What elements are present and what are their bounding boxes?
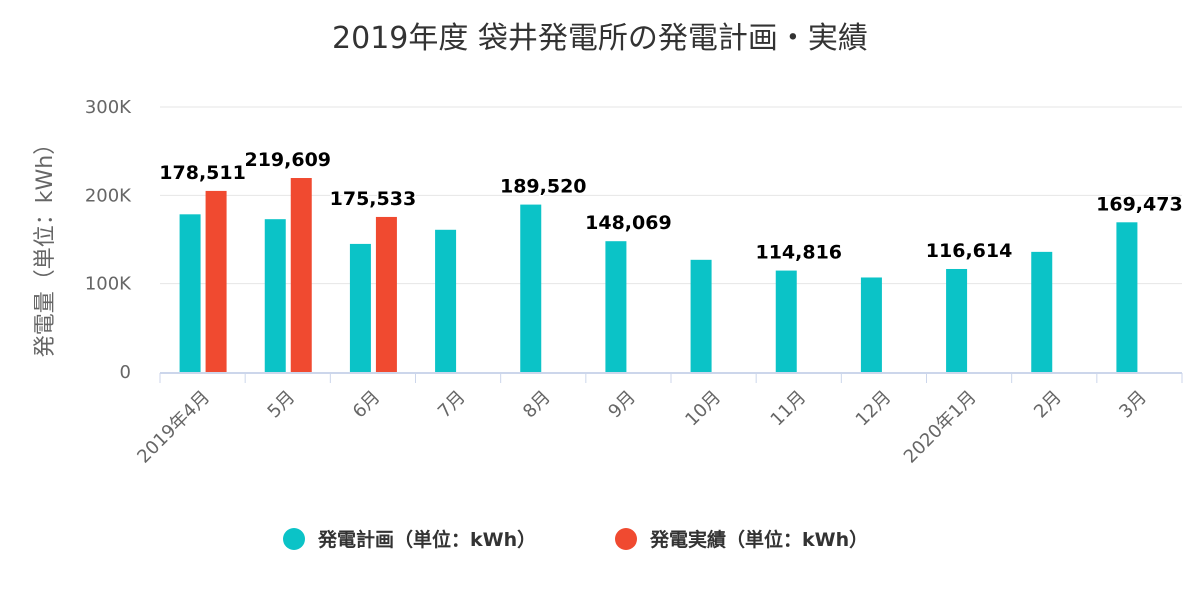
y-tick-label: 100K (85, 274, 132, 295)
legend-marker[interactable] (615, 528, 637, 550)
bars (179, 178, 1138, 372)
x-tick-label: 3月 (1115, 387, 1151, 423)
bar[interactable] (205, 190, 227, 372)
bar[interactable] (264, 219, 286, 372)
legend-label[interactable]: 発電計画（単位：kWh） (317, 528, 536, 551)
x-axis: 2019年4月 5月 6月 7月 8月 9月 10月 11月 12月 2020年1月 2月 3月 (133, 372, 1183, 468)
bar[interactable] (605, 241, 627, 372)
x-tick-label: 5月 (264, 387, 300, 423)
data-label: 219,609 (244, 149, 331, 171)
bar[interactable] (520, 204, 542, 372)
bar[interactable] (375, 216, 397, 372)
bar[interactable] (690, 259, 712, 372)
x-tick-label: 11月 (767, 387, 811, 431)
y-axis-label: 発電量（単位：kWh） (33, 133, 58, 357)
bar[interactable] (1116, 222, 1138, 372)
bar[interactable] (179, 214, 201, 372)
bar[interactable] (946, 268, 968, 372)
legend-marker[interactable] (283, 528, 305, 550)
data-label: 178,511 (159, 162, 246, 184)
grid (160, 106, 1182, 285)
x-tick-label: 2020年1月 (900, 387, 981, 468)
data-label: 148,069 (585, 212, 672, 234)
data-label: 175,533 (330, 188, 417, 210)
x-tick-label: 12月 (852, 387, 896, 431)
y-tick-label: 0 (120, 362, 131, 383)
bar[interactable] (1031, 251, 1053, 372)
bar[interactable] (860, 277, 882, 372)
y-axis-ticks: 0 100K 200K 300K (85, 97, 132, 383)
x-tick-label: 6月 (349, 387, 385, 423)
data-label: 116,614 (926, 240, 1013, 262)
x-tick-label: 8月 (519, 387, 555, 423)
data-label: 169,473 (1096, 193, 1183, 215)
x-tick-label: 10月 (681, 387, 725, 431)
data-label: 114,816 (755, 242, 842, 264)
x-tick-label: 2月 (1030, 387, 1066, 423)
bar[interactable] (290, 178, 312, 372)
bar[interactable] (349, 243, 371, 372)
x-tick-label: 7月 (434, 387, 470, 423)
data-label: 189,520 (500, 176, 587, 198)
bar[interactable] (435, 229, 457, 372)
y-tick-label: 300K (85, 97, 132, 118)
bar[interactable] (775, 270, 797, 372)
chart-title: 2019年度 袋井発電所の発電計画・実績 (332, 21, 868, 56)
legend[interactable]: 発電計画（単位：kWh） 発電実績（単位：kWh） (283, 528, 868, 551)
x-tick-label: 2019年4月 (133, 387, 214, 468)
x-tick-label: 9月 (604, 387, 640, 423)
y-tick-label: 200K (85, 185, 132, 206)
legend-label[interactable]: 発電実績（単位：kWh） (649, 528, 868, 551)
